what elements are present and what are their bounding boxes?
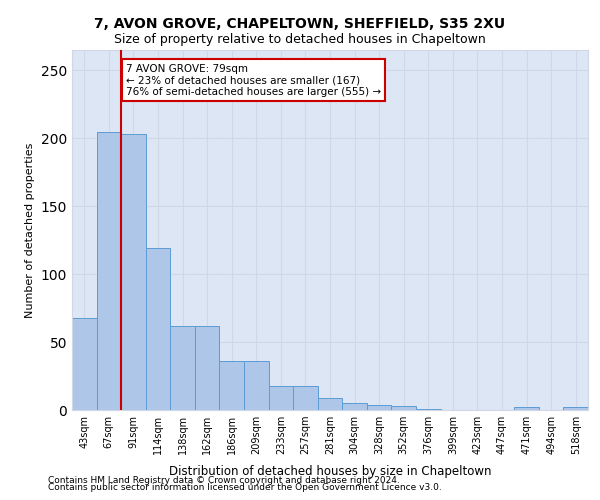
Text: 7, AVON GROVE, CHAPELTOWN, SHEFFIELD, S35 2XU: 7, AVON GROVE, CHAPELTOWN, SHEFFIELD, S3… — [94, 18, 506, 32]
Bar — [170, 326, 195, 410]
Bar — [293, 386, 318, 410]
Bar — [244, 361, 269, 410]
Text: Contains public sector information licensed under the Open Government Licence v3: Contains public sector information licen… — [48, 484, 442, 492]
Bar — [121, 134, 146, 410]
Bar — [220, 361, 244, 410]
Y-axis label: Number of detached properties: Number of detached properties — [25, 142, 35, 318]
Bar — [195, 326, 220, 410]
Bar — [146, 248, 170, 410]
Text: Contains HM Land Registry data © Crown copyright and database right 2024.: Contains HM Land Registry data © Crown c… — [48, 476, 400, 485]
Bar — [563, 408, 588, 410]
X-axis label: Distribution of detached houses by size in Chapeltown: Distribution of detached houses by size … — [169, 466, 491, 478]
Bar — [514, 408, 539, 410]
Bar — [97, 132, 121, 410]
Bar — [416, 408, 440, 410]
Text: 7 AVON GROVE: 79sqm
← 23% of detached houses are smaller (167)
76% of semi-detac: 7 AVON GROVE: 79sqm ← 23% of detached ho… — [126, 64, 381, 97]
Bar — [72, 318, 97, 410]
Bar — [367, 404, 391, 410]
Bar — [391, 406, 416, 410]
Text: Size of property relative to detached houses in Chapeltown: Size of property relative to detached ho… — [114, 32, 486, 46]
Bar — [342, 403, 367, 410]
Bar — [269, 386, 293, 410]
Bar — [318, 398, 342, 410]
